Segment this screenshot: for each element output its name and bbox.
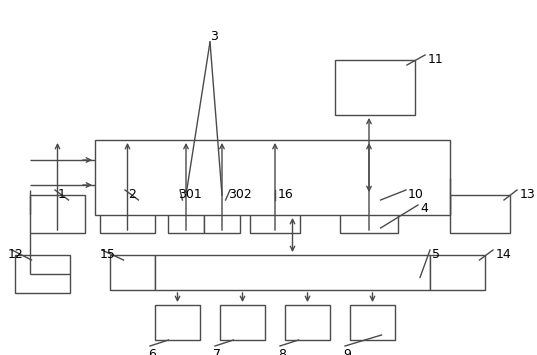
Text: 7: 7 — [213, 348, 221, 355]
Bar — [155, 255, 430, 290]
Text: 8: 8 — [278, 348, 286, 355]
Bar — [100, 195, 155, 233]
Bar — [250, 195, 300, 233]
Bar — [335, 60, 415, 115]
Text: 3: 3 — [210, 30, 218, 43]
Bar — [30, 195, 85, 233]
Text: 6: 6 — [148, 348, 156, 355]
Bar — [204, 195, 240, 233]
Bar — [168, 195, 204, 233]
Text: 1: 1 — [58, 188, 66, 201]
Bar — [340, 195, 398, 233]
Text: 14: 14 — [496, 248, 512, 261]
Bar — [220, 305, 265, 340]
Text: 5: 5 — [432, 248, 440, 261]
Bar — [285, 305, 330, 340]
Text: 10: 10 — [408, 188, 424, 201]
Text: 2: 2 — [128, 188, 136, 201]
Text: 301: 301 — [178, 188, 202, 201]
Bar — [450, 195, 510, 233]
Text: 11: 11 — [428, 53, 444, 66]
Text: 16: 16 — [278, 188, 294, 201]
Bar — [15, 255, 70, 293]
Text: 9: 9 — [343, 348, 351, 355]
Text: 13: 13 — [520, 188, 536, 201]
Text: 12: 12 — [8, 248, 24, 261]
Text: 4: 4 — [420, 202, 428, 215]
Bar — [350, 305, 395, 340]
Text: 15: 15 — [100, 248, 116, 261]
Bar — [430, 255, 485, 290]
Bar — [110, 255, 155, 290]
Bar — [155, 305, 200, 340]
Bar — [95, 140, 450, 215]
Text: 302: 302 — [228, 188, 252, 201]
